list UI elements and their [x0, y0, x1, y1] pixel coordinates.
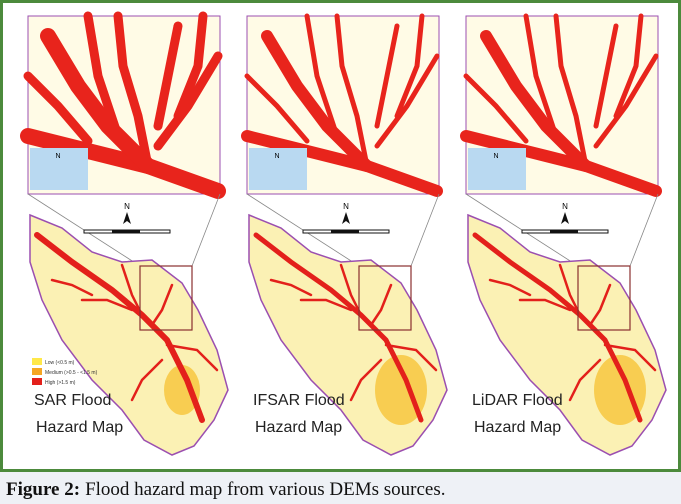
- panel-title: Hazard Map: [474, 419, 561, 436]
- panel-title: IFSAR Flood: [253, 392, 345, 409]
- scale-bar: [550, 230, 578, 233]
- north-label: N: [493, 153, 498, 160]
- legend-swatch: [32, 378, 42, 385]
- panel-title: Hazard Map: [255, 419, 342, 436]
- legend-swatch: [32, 358, 42, 365]
- north-label: N: [562, 202, 568, 211]
- north-label: N: [124, 202, 130, 211]
- scale-bar: [112, 230, 140, 233]
- caption: Figure 2:Flood hazard map from various D…: [6, 479, 445, 500]
- north-label: N: [55, 153, 60, 160]
- legend-label: Low (<0.5 m): [45, 360, 75, 366]
- scale-bar: [331, 230, 359, 233]
- north-label: N: [343, 202, 349, 211]
- legend-label: Medium (>0.5 - <1.5 m): [45, 370, 98, 376]
- figure: Figure 2:Flood hazard map from various D…: [0, 0, 681, 504]
- panel-title: LiDAR Flood: [472, 392, 563, 409]
- caption-label: Figure 2:: [6, 479, 80, 500]
- panel-title: SAR Flood: [34, 392, 111, 409]
- legend-label: High (>1.5 m): [45, 380, 76, 386]
- legend-swatch: [32, 368, 42, 375]
- caption-text: Flood hazard map from various DEMs sourc…: [85, 479, 445, 500]
- north-label: N: [274, 153, 279, 160]
- panel-title: Hazard Map: [36, 419, 123, 436]
